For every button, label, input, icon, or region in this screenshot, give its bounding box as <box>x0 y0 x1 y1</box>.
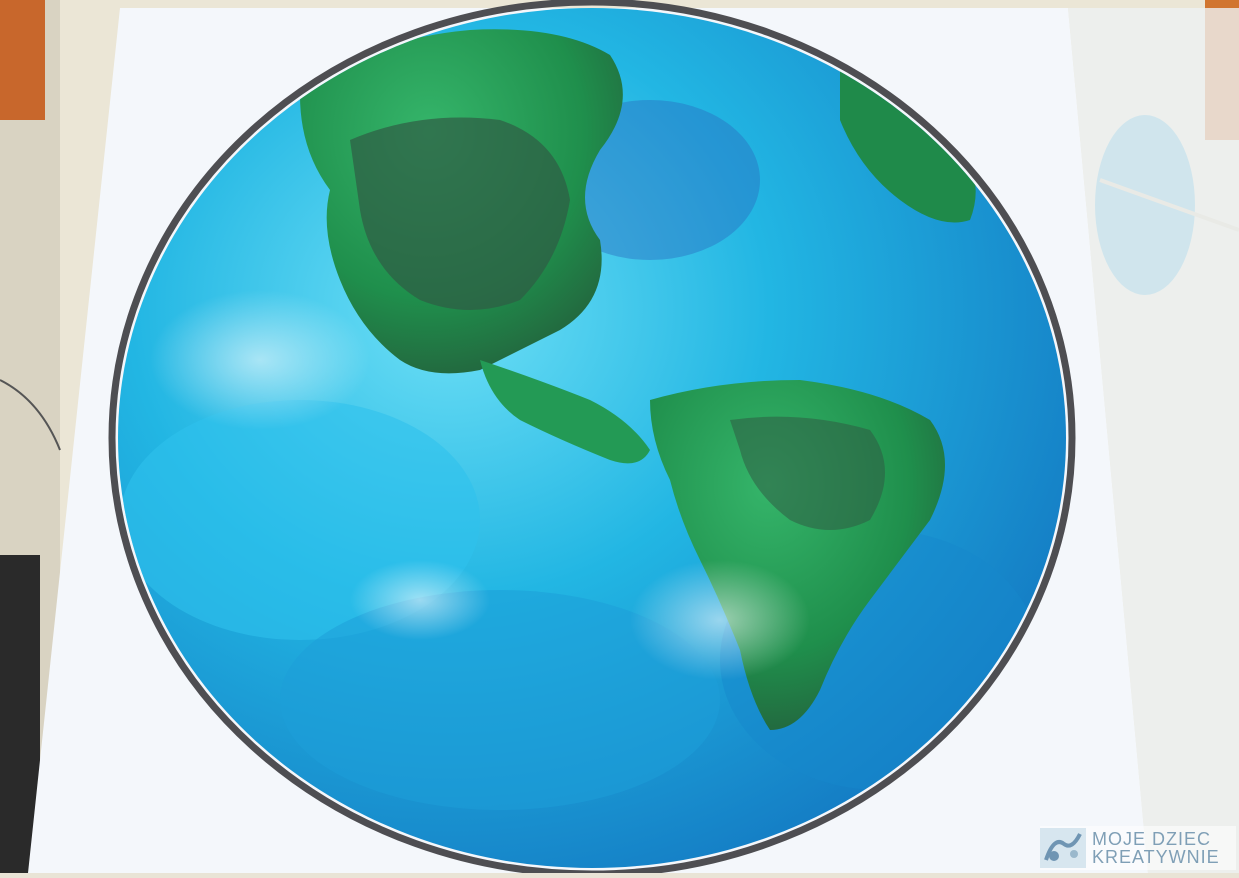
paper-shadow <box>1068 8 1239 873</box>
land-central-america <box>480 360 650 464</box>
watermark-line-1: MOJE DZIEC <box>1092 829 1212 849</box>
orange-corner-left <box>0 0 45 120</box>
background-curve <box>0 379 61 451</box>
land-north-america-dark <box>350 117 570 310</box>
glossy-highlight <box>150 290 370 430</box>
glossy-highlight <box>350 560 490 640</box>
land-south-america-dark <box>730 416 885 530</box>
dark-object-left <box>0 555 40 873</box>
watermark-line-2: KREATYWNIE <box>1092 847 1220 867</box>
watermark: MOJE DZIEC KREATYWNIE <box>1040 826 1236 870</box>
ocean-shade <box>280 590 720 810</box>
watermark-text: MOJE DZIEC KREATYWNIE <box>1092 830 1220 866</box>
land-greenland <box>840 50 976 223</box>
watermark-logo-icon <box>1040 828 1086 868</box>
glossy-highlight <box>630 560 810 680</box>
